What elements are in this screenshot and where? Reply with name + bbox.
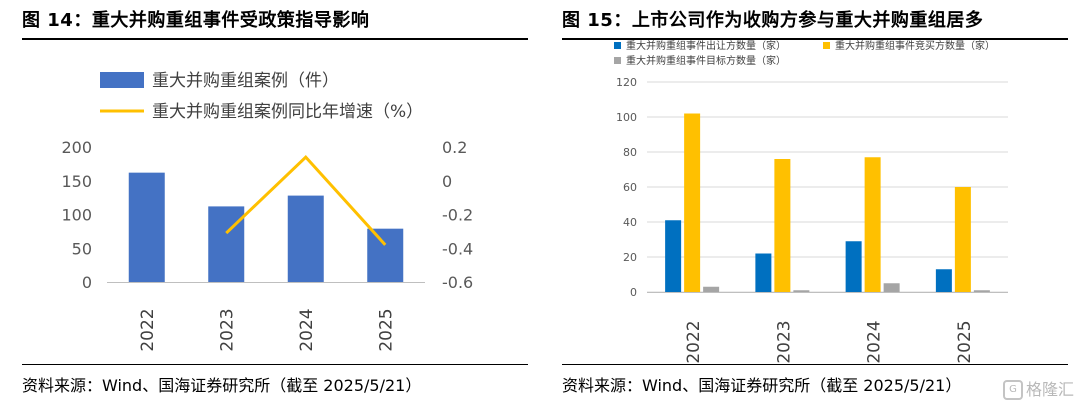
x-tick-label: 2023 <box>774 320 794 363</box>
bar-cases-2025 <box>367 228 404 282</box>
legend-label-series-1: 重大并购重组事件竞买方数量（家） <box>835 39 995 52</box>
legend-swatch-series-0 <box>614 42 621 49</box>
bar-series-1-2022 <box>684 113 701 292</box>
legend-label-series-0: 重大并购重组事件出让方数量（家） <box>626 39 786 52</box>
bar-series-0-2023 <box>755 253 772 292</box>
x-tick-label: 2025 <box>376 308 396 351</box>
watermark-logo-icon: G <box>1002 380 1023 400</box>
x-tick-label: 2025 <box>955 320 975 363</box>
bar-cases-2024 <box>287 195 324 282</box>
y-tick-label: 60 <box>623 181 637 194</box>
figure-15-bottom-rule <box>562 364 1068 365</box>
bar-series-1-2023 <box>774 159 791 292</box>
watermark-text: 格隆汇 <box>1025 379 1074 399</box>
bar-cases-2022 <box>128 172 165 282</box>
bar-series-0-2025 <box>935 269 952 292</box>
y2-tick-label: 0 <box>442 172 452 191</box>
y-tick-label: 150 <box>61 172 92 191</box>
legend-label-series-2: 重大并购重组事件目标方数量（家） <box>626 54 786 67</box>
y-tick-label: 200 <box>61 138 92 157</box>
line-growth-series <box>225 154 387 246</box>
figure-15-top-rule <box>562 38 1068 40</box>
figure-14-bottom-rule <box>22 364 528 365</box>
y-tick-label: 100 <box>616 111 637 124</box>
legend-swatch-cases <box>100 72 144 88</box>
y2-tick-label: -0.6 <box>442 273 473 292</box>
bar-series-2-2024 <box>883 283 900 292</box>
figure-14-source: 资料来源：Wind、国海证券研究所（截至 2025/5/21） <box>22 376 422 395</box>
figure-14-panel: 图 14：重大并购重组事件受政策指导影响 重大并购重组案例（件） 重大并购重组案例… <box>22 10 528 395</box>
x-tick-label: 2023 <box>217 308 237 351</box>
y-tick-label: 120 <box>616 76 637 89</box>
figure-15-panel: 图 15：上市公司作为收购方参与重大并购重组居多 重大并购重组事件出让方数量（家… <box>540 0 1080 406</box>
figure-15-source: 资料来源：Wind、国海证券研究所（截至 2025/5/21） <box>562 376 962 395</box>
bar-series-0-2024 <box>845 241 862 292</box>
y-tick-label: 100 <box>61 206 92 225</box>
bar-cases-2023 <box>208 206 245 282</box>
legend-label-growth: 重大并购重组案例同比年增速（%） <box>152 102 423 122</box>
y2-tick-label: 0.2 <box>442 138 467 157</box>
x-tick-label: 2022 <box>684 320 704 363</box>
bar-series-2-2022 <box>703 286 720 292</box>
y-tick-label: 80 <box>623 146 637 159</box>
y-tick-label: 40 <box>623 216 637 229</box>
y2-tick-label: -0.4 <box>442 239 473 258</box>
bar-series-0-2022 <box>665 220 682 292</box>
x-tick-label: 2024 <box>865 320 885 363</box>
figure-14-chart: 重大并购重组案例（件） 重大并购重组案例同比年增速（%） 200 150 100 50 0 0… <box>61 71 473 352</box>
y-tick-label: 50 <box>72 239 92 258</box>
y-tick-label: 0 <box>82 273 92 292</box>
legend-label-cases: 重大并购重组案例（件） <box>152 71 339 91</box>
figure-15-chart: 重大并购重组事件出让方数量（家） 重大并购重组事件竞买方数量（家） 重大并购重组事件… <box>614 39 1008 364</box>
figure-14-title: 图 14：重大并购重组事件受政策指导影响 <box>22 10 370 31</box>
y-tick-label: 20 <box>623 251 637 264</box>
bar-series-2-2023 <box>793 290 810 292</box>
bar-series-1-2025 <box>954 187 971 292</box>
watermark: G 格隆汇 <box>1002 376 1074 400</box>
figure-14-top-rule <box>22 38 528 40</box>
bar-series-2-2025 <box>973 290 990 292</box>
x-tick-label: 2022 <box>138 308 158 351</box>
y2-tick-label: -0.2 <box>442 206 473 225</box>
figure-15-title: 图 15：上市公司作为收购方参与重大并购重组居多 <box>562 10 984 31</box>
x-tick-label: 2024 <box>297 308 317 351</box>
legend-swatch-series-2 <box>614 57 621 64</box>
legend-swatch-series-1 <box>823 42 830 49</box>
y-tick-label: 0 <box>630 286 637 299</box>
bar-series-1-2024 <box>864 157 881 292</box>
